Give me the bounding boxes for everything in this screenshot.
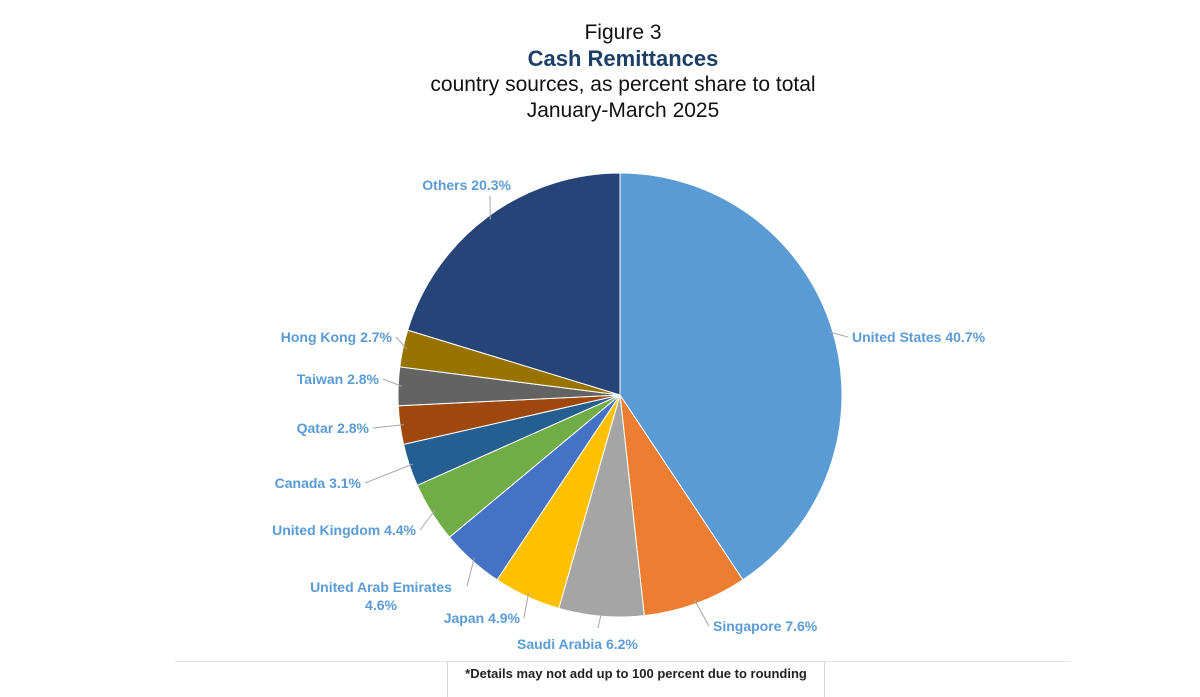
- leader-line-canada: [364, 463, 414, 484]
- data-label-singapore: Singapore 7.6%: [713, 618, 818, 634]
- data-label-united-kingdom: United Kingdom 4.4%: [272, 522, 416, 538]
- leader-line-hong-kong: [395, 336, 408, 350]
- leader-line-united-kingdom: [419, 509, 436, 531]
- data-label-qatar: Qatar 2.8%: [297, 420, 370, 436]
- pie-slice-others: [407, 172, 621, 396]
- figure-number: Figure 3: [584, 21, 662, 44]
- footer-divider-left: [175, 661, 447, 662]
- leader-line-saudi-arabia: [597, 612, 603, 629]
- leader-line-united-arab-emirates: [466, 557, 475, 587]
- leader-line-qatar: [372, 424, 405, 429]
- data-label-japan: Japan 4.9%: [444, 610, 521, 626]
- data-label-hong-kong: Hong Kong 2.7%: [281, 329, 393, 345]
- leader-line-singapore: [693, 599, 710, 627]
- chart-title: Cash Remittances: [527, 46, 719, 71]
- leader-line-taiwan: [382, 378, 403, 387]
- chart-header: Figure 3 Cash Remittances country source…: [0, 20, 1200, 124]
- data-label-united-states: United States 40.7%: [852, 329, 986, 345]
- pie-slice-singapore: [619, 394, 744, 617]
- data-label-others: Others 20.3%: [422, 177, 511, 193]
- data-label-saudi-arabia: Saudi Arabia 6.2%: [517, 636, 638, 652]
- data-label-taiwan: Taiwan 2.8%: [297, 371, 380, 387]
- chart-period: January-March 2025: [526, 99, 720, 122]
- data-label-canada: Canada 3.1%: [275, 475, 362, 491]
- chart-subtitle: country sources, as percent share to tot…: [430, 73, 816, 96]
- leader-line-japan: [523, 592, 529, 619]
- footnote: *Details may not add up to 100 percent d…: [465, 666, 807, 681]
- footnote-box: *Details may not add up to 100 percent d…: [447, 661, 825, 697]
- data-label-united-arab-emirates: United Arab Emirates 4.6%: [310, 579, 452, 613]
- leader-line-united-states: [828, 331, 849, 338]
- footer-divider-right: [825, 661, 1070, 662]
